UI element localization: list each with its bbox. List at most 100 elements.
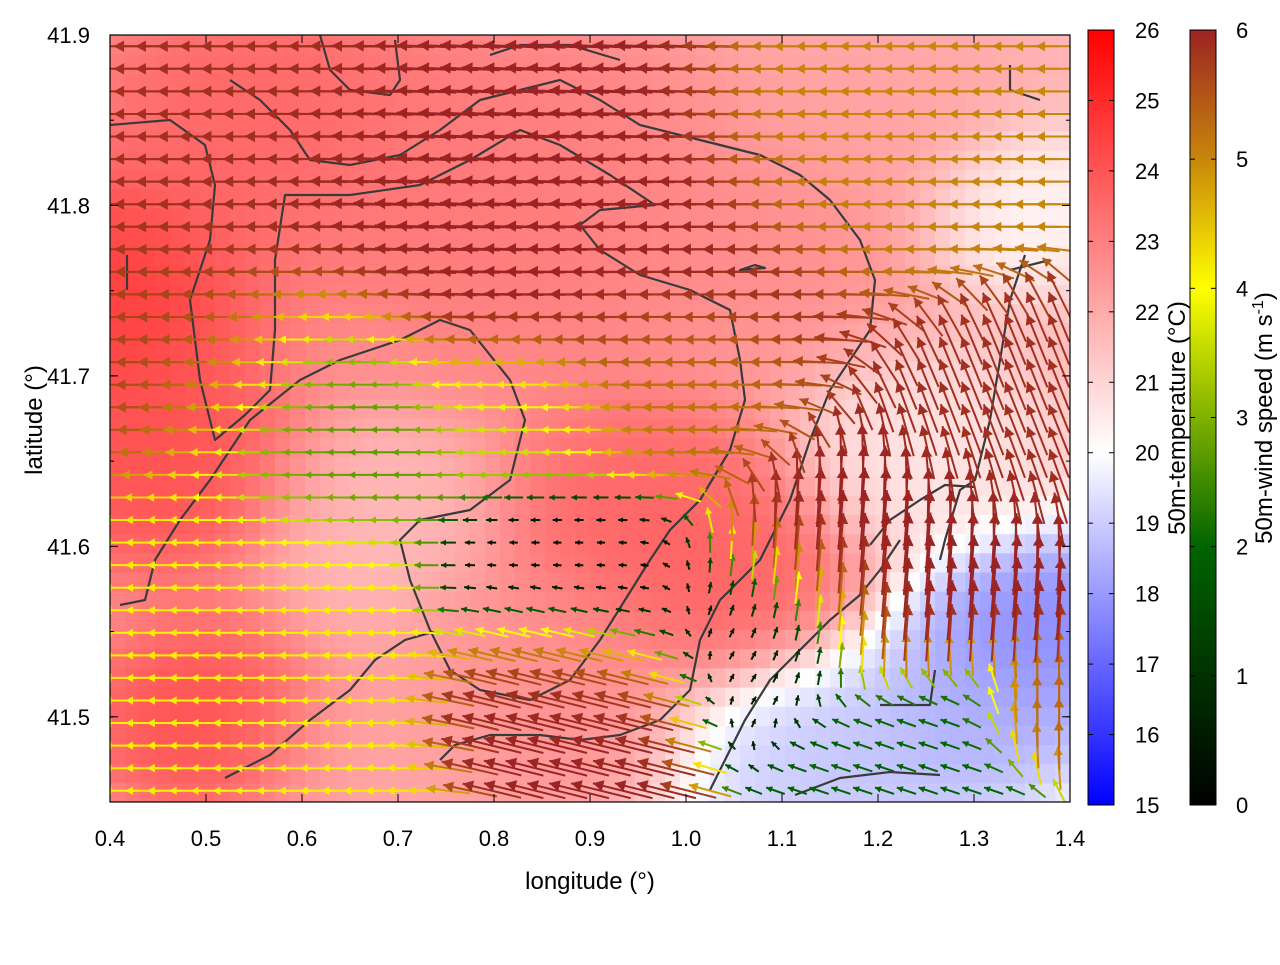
temperature-cell: [800, 93, 816, 113]
temperature-cell: [365, 476, 381, 496]
temperature-cell: [275, 514, 291, 534]
temperature-cell: [110, 725, 126, 745]
temperature-cell: [845, 629, 861, 649]
temperature-cell: [245, 457, 261, 477]
temperature-cell: [755, 514, 771, 534]
temperature-cell: [590, 553, 606, 573]
temperature-cell: [590, 342, 606, 362]
temperature-cell: [980, 169, 996, 189]
temperature-cell: [170, 304, 186, 324]
temperature-cell: [665, 649, 681, 669]
wind-arrow-head: [102, 493, 110, 502]
temperature-cell: [935, 73, 951, 93]
temperature-cell: [275, 54, 291, 74]
temperature-cell: [1010, 764, 1026, 784]
temperature-cell: [575, 553, 591, 573]
temperature-cell: [710, 725, 726, 745]
temperature-cell: [560, 131, 576, 151]
temperature-cell: [170, 169, 186, 189]
temperature-cell: [575, 304, 591, 324]
temperature-cell: [605, 208, 621, 228]
temperature-cell: [305, 304, 321, 324]
temperature-cell: [890, 169, 906, 189]
temperature-cell: [305, 399, 321, 419]
temperature-cell: [170, 208, 186, 228]
temperature-cell: [245, 725, 261, 745]
temperature-cell: [950, 208, 966, 228]
temperature-cell: [875, 265, 891, 285]
temperature-cell: [980, 227, 996, 247]
temperature-cell: [740, 649, 756, 669]
temperature-cell: [1040, 591, 1056, 611]
temperature-cell: [110, 745, 126, 765]
temperature-cell: [260, 514, 276, 534]
temperature-cell: [515, 476, 531, 496]
temperature-cell: [380, 457, 396, 477]
temperature-cell: [650, 304, 666, 324]
temperature-cell: [440, 342, 456, 362]
temperature-cell: [680, 304, 696, 324]
temperature-cell: [275, 687, 291, 707]
temperature-cell: [740, 169, 756, 189]
temperature-cell: [155, 783, 171, 803]
temperature-cell: [290, 304, 306, 324]
temperature-cell: [365, 54, 381, 74]
temperature-cell: [305, 514, 321, 534]
temperature-cell: [650, 93, 666, 113]
temperature-cell: [290, 457, 306, 477]
temperature-cell: [320, 93, 336, 113]
temperature-cell: [695, 361, 711, 381]
temperature-cell: [275, 35, 291, 55]
temperature-cell: [125, 476, 141, 496]
temperature-cell: [995, 227, 1011, 247]
temperature-cell: [1040, 629, 1056, 649]
temperature-cell: [710, 649, 726, 669]
temperature-cell: [245, 361, 261, 381]
temperature-cell: [170, 591, 186, 611]
temperature-cell: [230, 514, 246, 534]
temperature-cell: [350, 476, 366, 496]
temperature-cell: [800, 304, 816, 324]
temperature-cell: [440, 438, 456, 458]
temperature-cell: [545, 476, 561, 496]
temperature-cell: [1010, 687, 1026, 707]
temperature-cell: [800, 668, 816, 688]
temperature-cell: [995, 93, 1011, 113]
temperature-cell: [755, 764, 771, 784]
temperature-cell: [650, 399, 666, 419]
temperature-cell: [620, 304, 636, 324]
temperature-cell: [1055, 208, 1071, 228]
temperature-cell: [545, 610, 561, 630]
temperature-cell: [710, 534, 726, 554]
temperature-cell: [155, 764, 171, 784]
temperature-cell: [995, 668, 1011, 688]
temperature-cell: [290, 649, 306, 669]
temperature-cell: [695, 54, 711, 74]
temperature-cell: [230, 783, 246, 803]
temperature-cell: [1025, 131, 1041, 151]
temperature-cell: [110, 591, 126, 611]
temperature-cell: [560, 169, 576, 189]
temperature-cell: [815, 476, 831, 496]
temperature-cell: [1055, 706, 1071, 726]
temperature-cell: [215, 227, 231, 247]
temperature-cell: [245, 514, 261, 534]
temperature-cell: [530, 419, 546, 439]
temperature-cell: [635, 610, 651, 630]
temperature-cell: [590, 610, 606, 630]
temperature-cell: [1040, 668, 1056, 688]
temperature-cell: [590, 514, 606, 534]
temperature-cell: [215, 687, 231, 707]
temperature-cell: [215, 610, 231, 630]
temperature-cell: [440, 457, 456, 477]
temperature-cell: [605, 572, 621, 592]
temperature-cell: [125, 169, 141, 189]
temperature-cell: [350, 553, 366, 573]
temperature-cell: [845, 534, 861, 554]
temperature-cell: [305, 419, 321, 439]
temperature-cell: [410, 265, 426, 285]
temperature-cell: [200, 342, 216, 362]
temperature-cell: [380, 476, 396, 496]
temperature-cell: [305, 476, 321, 496]
temperature-cell: [740, 93, 756, 113]
